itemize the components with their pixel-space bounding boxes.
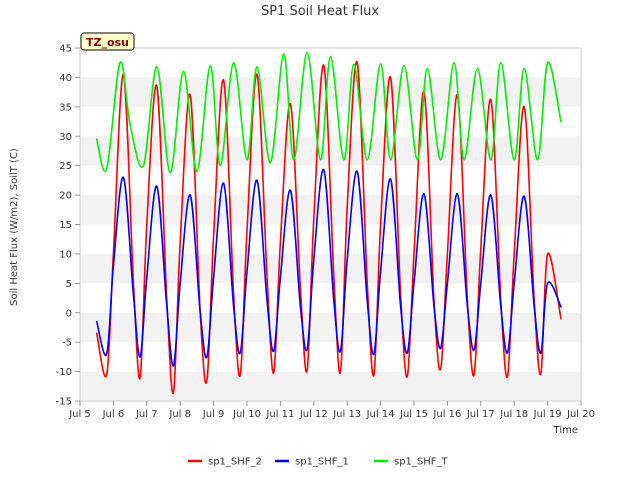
x-axis-label: Time <box>553 425 578 436</box>
grid-band <box>80 136 581 166</box>
legend-label: sp1_SHF_2 <box>208 457 262 468</box>
legend: sp1_SHF_2 sp1_SHF_1 sp1_SHF_T <box>188 457 449 468</box>
legend-label: sp1_SHF_1 <box>295 457 349 468</box>
grid-band <box>80 312 581 343</box>
series-layer <box>95 51 562 395</box>
x-tick-label: Jul 13 <box>332 409 361 420</box>
y-tick-label: 15 <box>59 220 72 231</box>
x-tick-label: Jul 16 <box>432 409 461 420</box>
chart-title: SP1 Soil Heat Flux <box>261 4 379 19</box>
y-axis: -15 -10 -5 0 5 10 15 20 25 30 35 40 45 <box>56 44 80 408</box>
y-tick-label: 10 <box>59 249 72 260</box>
x-tick-label: Jul 14 <box>366 409 395 420</box>
grid-band <box>80 371 581 401</box>
x-tick-label: Jul 11 <box>265 409 294 420</box>
x-tick-label: Jul 15 <box>399 409 428 420</box>
station-badge-box <box>80 32 135 51</box>
y-tick-label: 5 <box>66 279 72 290</box>
x-axis: Jul 5 Jul 6 Jul 7 Jul 8 Jul 9 Jul 10 Jul 11 Jul… <box>68 401 595 420</box>
x-tick-label: Jul 7 <box>135 409 158 420</box>
y-tick-label: 25 <box>59 161 72 172</box>
series-line-sp1-shf-1 <box>95 168 562 367</box>
x-tick-label: Jul 12 <box>299 409 328 420</box>
y-tick-label: -15 <box>56 397 72 408</box>
x-tick-label: Jul 5 <box>68 409 91 420</box>
y-tick-label: -10 <box>56 367 72 378</box>
y-tick-label: 0 <box>66 308 72 319</box>
y-tick-label: 20 <box>59 191 72 202</box>
x-tick-label: Jul 9 <box>202 409 225 420</box>
y-tick-label: -5 <box>62 338 72 349</box>
series-line-sp1-shf-t <box>95 51 562 174</box>
x-tick-label: Jul 20 <box>566 409 595 420</box>
x-tick-label: Jul 8 <box>168 409 191 420</box>
y-axis-label: Soil Heat Flux (W/m2), SoilT (C) <box>9 148 20 306</box>
y-tick-label: 30 <box>59 132 72 143</box>
y-tick-label: 45 <box>59 44 72 55</box>
x-tick-label: Jul 18 <box>499 409 528 420</box>
x-tick-label: Jul 19 <box>533 409 562 420</box>
y-tick-label: 35 <box>59 102 72 113</box>
x-tick-label: Jul 10 <box>232 409 261 420</box>
station-badge: TZ_osu <box>80 32 135 51</box>
station-badge-label: TZ_osu <box>86 36 129 49</box>
x-tick-label: Jul 6 <box>102 409 125 420</box>
series-line-sp1-shf-2 <box>95 60 562 395</box>
legend-label: sp1_SHF_T <box>394 457 449 468</box>
y-tick-label: 40 <box>59 73 72 84</box>
x-tick-label: Jul 17 <box>466 409 495 420</box>
